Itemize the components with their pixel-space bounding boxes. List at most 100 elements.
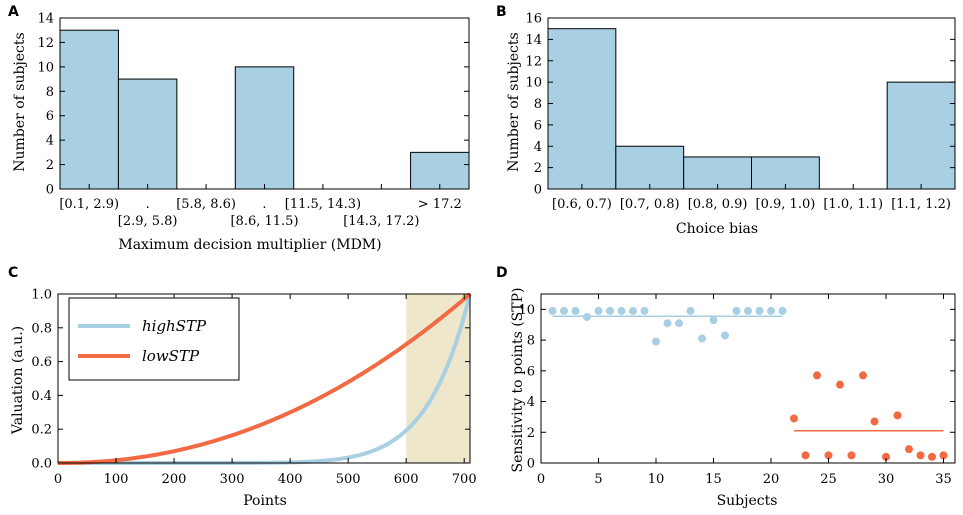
panel-b-ytick-label: 4: [534, 140, 542, 155]
point-lowSTP: [939, 451, 948, 460]
point-highSTP: [686, 306, 695, 315]
panel-a-ytick-label: 14: [37, 12, 54, 27]
panel-c-ytick-label: 0.8: [31, 321, 52, 336]
panel-b-xtick-label: [1.1, 1.2): [891, 197, 951, 212]
point-highSTP: [744, 306, 752, 315]
panel-c-xtick-label: 700: [452, 472, 477, 487]
point-highSTP: [663, 319, 672, 328]
panel-c-xtick-label: 100: [104, 472, 129, 487]
point-lowSTP: [836, 380, 844, 389]
panel-b-ytick-label: 0: [534, 183, 542, 198]
panel-b-ytick-label: 12: [525, 54, 542, 69]
panel-d-xtick-label: 30: [878, 472, 895, 487]
point-highSTP: [709, 316, 718, 325]
point-lowSTP: [813, 371, 821, 380]
point-highSTP: [583, 313, 591, 322]
panel-b-ytick-label: 10: [525, 76, 542, 91]
panel-d-ylabel: Sensitivity to points (STP): [510, 288, 526, 473]
panel-d-xtick-label: 0: [537, 472, 545, 487]
panel-c-xlabel: Points: [243, 493, 287, 509]
panel-a: A 0 2 4 6 8 10 12 14 [0.1, 2.9) [2.9, 5.8) [5.8, 8…: [8, 4, 470, 253]
legend-low-label: lowSTP: [142, 347, 200, 365]
panel-d-xtick-label: 15: [705, 472, 722, 487]
point-highSTP: [548, 306, 557, 315]
panel-c-ytick-label: 0.0: [31, 457, 52, 472]
bar-a-7: [410, 151, 470, 190]
panel-d-xtick-label: 20: [763, 472, 780, 487]
panel-d-ytick-label: 6: [527, 364, 535, 379]
panel-d-xtick-label: 25: [820, 472, 837, 487]
panel-c-legend: highSTP lowSTP: [68, 297, 240, 381]
panel-d-xtick-label: 35: [935, 472, 952, 487]
panel-d-frame: [540, 293, 956, 464]
point-lowSTP: [859, 371, 867, 380]
panel-c: C 0 100 200 300 400 500 600 700 0.0 0.2 0.4 0.6 0.8 1…: [8, 265, 477, 509]
panel-a-ytick-label: 0: [46, 183, 54, 198]
panel-b-xlabel: Choice bias: [676, 221, 758, 237]
point-lowSTP: [801, 451, 810, 460]
panel-a-letter: A: [8, 4, 19, 20]
point-highSTP: [675, 319, 683, 328]
point-highSTP: [640, 306, 649, 315]
panel-b-xtick-label: [0.7, 0.8): [620, 197, 680, 212]
panel-c-xtick-label: 200: [162, 472, 187, 487]
panel-a-xtick-label: [14.3, 17.2): [343, 214, 419, 229]
panel-a-ytick-label: 2: [46, 158, 54, 173]
panel-a-xlabel: Maximum decision multiplier (MDM): [118, 237, 381, 253]
panel-a-xtick-label: [5.8, 8.6): [176, 197, 236, 212]
bar-b-3: [683, 156, 753, 190]
panel-b-xtick-label: [0.8, 0.9): [688, 197, 748, 212]
panel-a-xtick-dot: .: [262, 197, 266, 212]
panel-b-xtick-label: [0.9, 1.0): [756, 197, 816, 212]
panel-a-ytick-label: 8: [46, 85, 54, 100]
point-highSTP: [594, 306, 603, 315]
panel-a-xtick-label: [11.5, 14.3): [285, 197, 361, 212]
panel-c-ytick-label: 0.4: [31, 389, 52, 404]
legend-box: [68, 297, 240, 381]
point-lowSTP: [847, 451, 856, 460]
panel-c-xtick-label: 500: [336, 472, 361, 487]
panel-b-xtick-label: [1.0, 1.1): [823, 197, 883, 212]
panel-b-ytick-label: 16: [525, 12, 542, 27]
point-lowSTP: [928, 452, 936, 461]
panel-a-xtick-label: [0.1, 2.9): [59, 197, 119, 212]
panel-c-xtick-label: 400: [278, 472, 303, 487]
point-highSTP: [652, 337, 660, 346]
panel-c-frame: [57, 293, 471, 464]
point-lowSTP: [893, 411, 902, 420]
point-lowSTP: [870, 417, 879, 426]
panel-d-xtick-label: 10: [648, 472, 665, 487]
panel-d-xlabel: Subjects: [717, 493, 778, 509]
panel-a-ytick-label: 12: [37, 36, 54, 51]
bar-b-4: [751, 156, 820, 190]
panel-b-ytick-label: 2: [534, 161, 542, 176]
panel-c-letter: C: [8, 265, 18, 281]
panel-d-letter: D: [496, 265, 508, 281]
point-highSTP: [778, 306, 787, 315]
panel-b: B 0 2 4 6 8 10 12 14 16 [0.6, 0.7) [0.7, 0.8) [0.8,…: [496, 4, 956, 237]
panel-c-ytick-label: 1.0: [31, 288, 52, 303]
panel-c-ytick-label: 0.2: [31, 423, 52, 438]
legend-high-label: highSTP: [142, 317, 207, 335]
point-lowSTP: [905, 445, 913, 454]
panel-a-xtick-dot: .: [146, 197, 150, 212]
panel-c-xtick-label: 0: [54, 472, 62, 487]
point-highSTP: [755, 306, 764, 315]
panel-d: D 0 5 10 15 20 25 30 35 0 2 4 6 8 10 Subjects Sensiti…: [496, 265, 956, 509]
point-highSTP: [606, 306, 614, 315]
bar-b-2: [615, 145, 685, 190]
panel-d-ytick-label: 8: [527, 334, 535, 349]
panel-d-ytick-label: 4: [527, 395, 535, 410]
panel-c-ylabel: Valuation (a.u.): [10, 326, 26, 435]
point-highSTP: [571, 306, 580, 315]
bar-a-2: [117, 78, 178, 190]
panel-d-ytick-label: 2: [527, 426, 535, 441]
point-lowSTP: [916, 451, 925, 460]
panel-a-ytick-label: 10: [37, 60, 54, 75]
point-lowSTP: [882, 452, 890, 461]
point-highSTP: [698, 334, 706, 343]
point-highSTP: [629, 306, 637, 315]
panel-c-xtick-label: 300: [220, 472, 245, 487]
bar-a-1: [59, 29, 119, 190]
